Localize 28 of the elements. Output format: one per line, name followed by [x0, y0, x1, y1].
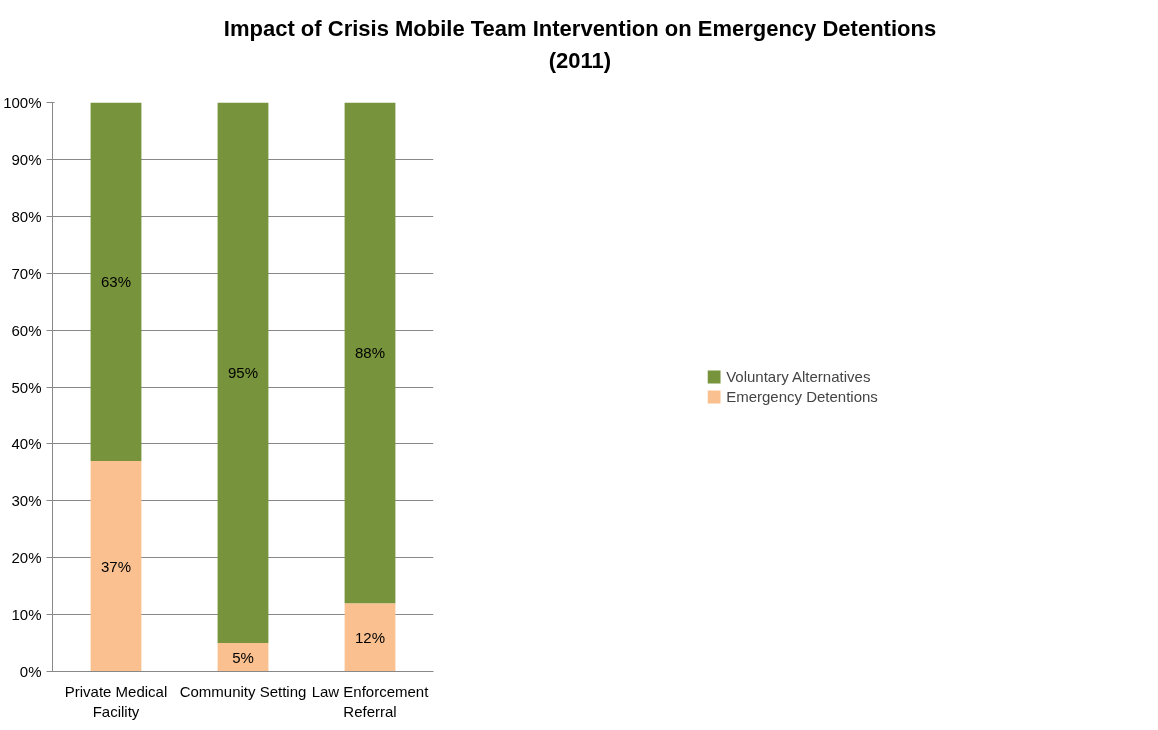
x-tick-label: Law Enforcement Referral	[311, 682, 430, 720]
bar	[344, 603, 396, 672]
y-tick-label: 40%	[11, 435, 42, 453]
data-label: 63%	[100, 273, 132, 291]
legend-label: Emergency Detentions	[726, 387, 878, 405]
y-tick-label: 80%	[11, 207, 42, 225]
y-tick-label: 100%	[3, 93, 42, 111]
data-label: 37%	[100, 557, 132, 575]
data-label: 5%	[232, 648, 254, 666]
data-label: 95%	[227, 364, 259, 382]
x-tick-label: Private Medical Facility	[64, 682, 168, 720]
y-tick-label: 70%	[11, 264, 42, 282]
y-tick-label: 20%	[11, 548, 42, 566]
y-tick-label: 90%	[11, 150, 42, 168]
y-tick-label: 30%	[11, 492, 42, 510]
bar	[90, 460, 142, 672]
text: Impact of Crisis Mobile Team Intervention on Emergency Detentions (2011)	[223, 15, 937, 75]
legend-label: Voluntary Alternatives	[726, 367, 871, 385]
y-tick-label: 10%	[11, 605, 42, 623]
y-tick-label: 0%	[19, 662, 42, 680]
bar	[90, 102, 142, 461]
y-tick-label: 50%	[11, 378, 42, 396]
bar	[217, 102, 269, 643]
data-label: 12%	[354, 628, 386, 646]
x-tick-label: Community Setting	[179, 682, 307, 700]
y-tick-label: 60%	[11, 321, 42, 339]
data-label: 88%	[354, 344, 386, 362]
bar	[344, 102, 396, 603]
